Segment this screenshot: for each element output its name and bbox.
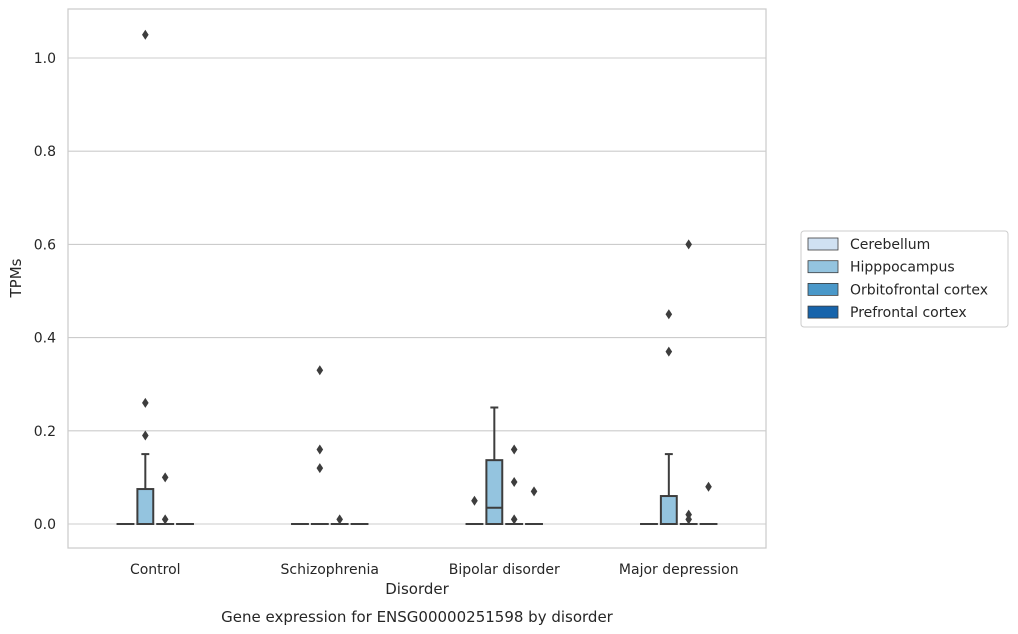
x-tick-label: Schizophrenia — [281, 562, 379, 578]
legend-label: Cerebellum — [850, 237, 930, 253]
legend-label: Orbitofrontal cortex — [850, 282, 988, 298]
outlier-point — [316, 463, 324, 474]
outlier-point — [510, 444, 518, 455]
x-tick-label: Control — [130, 562, 181, 578]
x-tick-label: Major depression — [619, 562, 739, 578]
box-group — [525, 486, 543, 526]
box — [659, 495, 678, 526]
y-tick-label: 0.0 — [34, 517, 56, 533]
x-axis-label: Disorder — [385, 580, 449, 598]
outlier-point — [665, 309, 673, 320]
legend: Cerebellum Hipppocampus Orbitofrontal cort… — [800, 230, 1009, 328]
plot-frame — [67, 8, 767, 549]
box — [485, 459, 504, 525]
box-group — [679, 239, 698, 526]
box-group — [485, 406, 504, 525]
y-tick-label: 1.0 — [34, 51, 56, 67]
y-tick-label: 0.6 — [34, 237, 56, 253]
y-axis-label: TPMs — [7, 258, 25, 298]
chart-caption: Gene expression for ENSG00000251598 by d… — [221, 608, 614, 626]
outlier-point — [705, 481, 712, 492]
outlier-point — [510, 514, 518, 525]
outlier-point — [685, 514, 692, 525]
legend-item: Hipppocampus — [807, 260, 955, 276]
outlier-point — [142, 29, 149, 40]
box-group — [330, 514, 349, 526]
outlier-point — [510, 477, 518, 488]
legend-label: Prefrontal cortex — [850, 305, 967, 321]
box-group — [659, 309, 678, 526]
outlier-point — [471, 495, 478, 506]
box-group — [136, 29, 155, 525]
outlier-point — [316, 444, 324, 455]
plot-background — [68, 9, 766, 548]
outlier-point — [161, 514, 169, 525]
outlier-point — [685, 239, 692, 250]
box-series — [116, 29, 718, 526]
legend-swatch — [807, 237, 839, 251]
y-tick-label: 0.8 — [34, 144, 56, 160]
legend-item: Cerebellum — [807, 237, 930, 253]
box-group — [505, 444, 524, 526]
legend-swatch — [807, 282, 839, 296]
box-group — [310, 365, 329, 526]
outlier-point — [161, 472, 169, 483]
x-tick-label: Bipolar disorder — [449, 562, 560, 578]
outlier-point — [665, 346, 673, 357]
outlier-point — [530, 486, 538, 497]
legend-frame — [800, 230, 1009, 328]
legend-swatch — [807, 260, 839, 274]
y-tick-labels: 0.0 0.2 0.4 0.6 0.8 1.0 — [34, 51, 56, 533]
box-group — [156, 472, 175, 526]
outlier-point — [316, 365, 324, 376]
outlier-point — [142, 430, 149, 441]
box — [136, 488, 155, 525]
legend-item: Orbitofrontal cortex — [807, 282, 988, 298]
x-tick-labels: Control Schizophrenia Bipolar disorder Majo… — [130, 562, 739, 578]
y-tick-label: 0.4 — [34, 331, 56, 347]
legend-item: Prefrontal cortex — [807, 305, 967, 321]
box-group — [699, 481, 718, 526]
y-tick-label: 0.2 — [34, 424, 56, 440]
outlier-point — [336, 514, 343, 525]
legend-swatch — [807, 305, 839, 319]
outlier-point — [142, 397, 149, 408]
legend-label: Hipppocampus — [850, 260, 955, 276]
